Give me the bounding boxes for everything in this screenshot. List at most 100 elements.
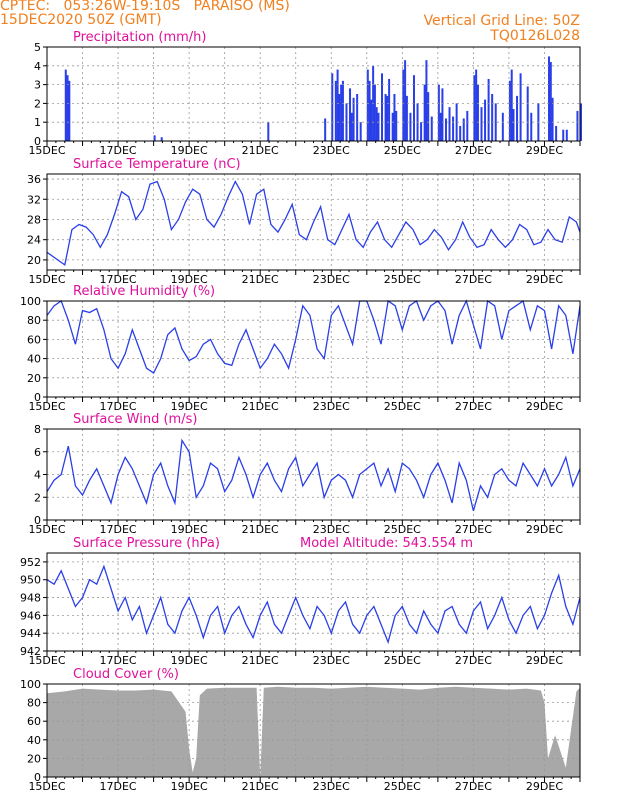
wind-xtick-label: 29DEC: [526, 523, 563, 536]
precip-title: Precipitation (mm/h): [73, 30, 206, 45]
wind-ytick-label: 4: [34, 469, 41, 482]
cloud-ytick-label: 80: [27, 697, 41, 710]
cloud-xtick-label: 25DEC: [384, 780, 421, 793]
precip-bar: [430, 116, 433, 141]
precip-bar: [439, 112, 442, 141]
precip-bar: [444, 118, 447, 141]
wind-xtick-label: 19DEC: [171, 523, 208, 536]
precip-bar: [480, 107, 483, 141]
cloud-xtick-label: 19DEC: [171, 780, 208, 793]
precip-bar: [393, 94, 396, 141]
cloud-ytick-label: 20: [27, 752, 41, 765]
precip-bar: [64, 69, 67, 141]
pressure-ytick-label: 942: [20, 645, 41, 658]
precip-bar: [409, 112, 412, 141]
cloud-xtick-label: 23DEC: [313, 780, 350, 793]
wind-ytick-label: 0: [34, 514, 41, 527]
temp-xtick-label: 23DEC: [313, 273, 350, 286]
precip-bar: [336, 69, 339, 141]
pressure-ytick-label: 944: [20, 627, 41, 640]
precip-xtick-label: 29DEC: [526, 144, 563, 157]
precip-bar: [366, 69, 369, 141]
pressure-title: Surface Pressure (hPa): [73, 536, 220, 551]
precip-bar: [512, 109, 515, 141]
precip-bar: [441, 88, 444, 141]
precip-bar: [491, 94, 494, 141]
wind-title: Surface Wind (m/s): [73, 412, 197, 427]
precip-bar: [423, 84, 426, 141]
precip-bar: [548, 56, 551, 141]
precip-ytick-label: 3: [34, 79, 41, 92]
precip-bar: [404, 60, 407, 141]
temp-xtick-label: 21DEC: [242, 273, 279, 286]
temp-title: Surface Temperature (nC): [73, 157, 241, 172]
humidity-xtick-label: 17DEC: [100, 400, 137, 413]
precip-bar: [425, 60, 428, 141]
precip-bar: [350, 112, 353, 141]
pressure-xtick-label: 29DEC: [526, 654, 563, 667]
wind-ytick-label: 8: [34, 423, 41, 436]
precip-bar: [160, 137, 163, 141]
cloud-ytick-label: 100: [20, 678, 41, 691]
humidity-xtick-label: 15DEC: [28, 400, 65, 413]
header-station: CPTEC: 053:26W-19:10S PARAISO (MS): [0, 0, 290, 14]
pressure-ytick-label: 952: [20, 556, 41, 569]
pressure-annotation: Model Altitude: 543.554 m: [300, 536, 473, 551]
precip-bar: [356, 94, 359, 141]
temp-ytick-label: 20: [27, 254, 41, 267]
precip-frame: [46, 46, 581, 142]
precip-bar: [334, 80, 337, 141]
precip-bar: [377, 112, 380, 141]
precip-bar: [324, 118, 327, 141]
temp-ytick-label: 36: [27, 173, 41, 186]
precip-bar: [68, 80, 71, 141]
precip-bar: [370, 99, 373, 141]
precip-bar: [466, 110, 469, 141]
precip-bar: [565, 129, 568, 141]
pressure-series-line: [46, 564, 581, 645]
precip-bar: [381, 73, 384, 141]
wind-xtick-label: 27DEC: [455, 523, 492, 536]
wind-xtick-label: 23DEC: [313, 523, 350, 536]
precip-bar: [384, 94, 387, 141]
precip-xtick-label: 19DEC: [171, 144, 208, 157]
precip-bar: [519, 73, 522, 141]
precip-bar: [494, 103, 497, 141]
precip-xtick-label: 21DEC: [242, 144, 279, 157]
cloud-ytick-label: 60: [27, 715, 41, 728]
precip-bar: [375, 107, 378, 141]
precip-ytick-label: 4: [34, 60, 41, 73]
precip-bar: [448, 107, 451, 141]
precip-bar: [405, 95, 408, 141]
precip-xtick-label: 15DEC: [28, 144, 65, 157]
pressure-ytick-label: 950: [20, 574, 41, 587]
precip-bar: [549, 62, 552, 141]
precip-bar: [501, 112, 504, 141]
pressure-ytick-label: 948: [20, 592, 41, 605]
precip-bar: [368, 80, 371, 141]
precip-bar: [338, 94, 341, 141]
precip-bar: [459, 125, 462, 141]
header-model-code: TQ0126L028: [490, 28, 580, 44]
temp-ytick-label: 24: [27, 234, 41, 247]
precip-bar: [526, 86, 529, 141]
cloud-xtick-label: 17DEC: [100, 780, 137, 793]
cloud-xtick-label: 21DEC: [242, 780, 279, 793]
precip-bar: [349, 88, 352, 141]
precip-bar: [373, 84, 376, 141]
precip-bar: [484, 99, 487, 141]
precip-bar: [345, 103, 348, 141]
precip-bar: [395, 110, 398, 141]
pressure-ytick-label: 946: [20, 609, 41, 622]
precip-bar: [580, 103, 582, 141]
precip-bar: [267, 122, 270, 141]
precip-bar: [452, 116, 455, 141]
cloud-xtick-label: 15DEC: [28, 780, 65, 793]
precip-bar: [530, 112, 533, 141]
precip-bar: [341, 80, 344, 141]
precip-bar: [476, 84, 479, 141]
temp-xtick-label: 17DEC: [100, 273, 137, 286]
precip-bar: [462, 118, 465, 141]
precip-bar: [487, 78, 490, 141]
pressure-xtick-label: 21DEC: [242, 654, 279, 667]
